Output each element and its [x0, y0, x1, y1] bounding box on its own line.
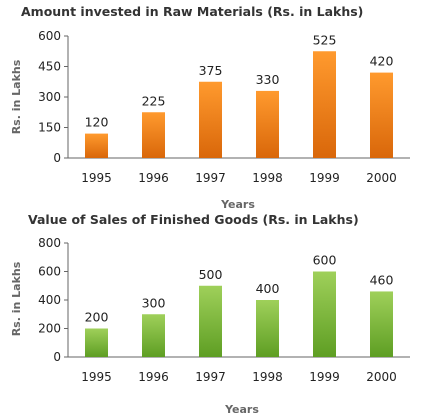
chart-2-y-tick-label: 200	[38, 322, 61, 336]
chart-1-bar-1995	[85, 133, 108, 158]
chart-1-y-axis-title: Rs. in Lakhs	[10, 59, 23, 134]
chart-2-x-tick-label-1998: 1998	[252, 370, 283, 384]
chart-1-y-tick-label: 450	[38, 60, 61, 74]
chart-2-x-tick-label-1997: 1997	[195, 370, 226, 384]
chart-1-y-tick-label: 0	[53, 151, 61, 165]
chart-1-data-label-1997: 375	[199, 63, 223, 78]
chart-2-bar-1995	[85, 328, 108, 357]
chart-2-x-tick-label-1996: 1996	[138, 370, 169, 384]
chart-2-bar-1999	[313, 271, 336, 357]
chart-2-x-tick-label-2000: 2000	[366, 370, 397, 384]
chart-2-x-tick-label-1999: 1999	[309, 370, 340, 384]
chart-2-y-tick-label: 0	[53, 350, 61, 364]
chart-1-data-label-2000: 420	[370, 54, 394, 69]
chart-1-data-label-1999: 525	[313, 32, 337, 47]
chart-1-y-tick-label: 300	[38, 90, 61, 104]
chart-2-plot: 0 200 400 600 800 200 1995 300 1996 500 1997 400 199…	[38, 236, 410, 384]
finished-goods-sales-chart: Value of Sales of Finished Goods (Rs. in…	[10, 212, 410, 416]
chart-2-y-tick-label: 400	[38, 293, 61, 307]
chart-2-data-label-1997: 500	[199, 267, 223, 282]
chart-1-x-tick-label-1998: 1998	[252, 171, 283, 185]
chart-1-bar-2000	[370, 72, 393, 158]
chart-1-title: Amount invested in Raw Materials (Rs. in…	[21, 4, 363, 19]
chart-1-data-label-1996: 225	[142, 93, 166, 108]
chart-2-data-label-1999: 600	[313, 253, 337, 268]
chart-2-data-label-1998: 400	[256, 281, 280, 296]
raw-materials-chart: Amount invested in Raw Materials (Rs. in…	[10, 4, 410, 211]
chart-1-y-tick-label: 150	[38, 121, 61, 135]
chart-1-y-tick-label: 600	[38, 29, 61, 43]
chart-2-x-axis-title: Years	[224, 403, 259, 416]
chart-2-bar-2000	[370, 291, 393, 357]
chart-1-bar-1997	[199, 81, 222, 158]
chart-2-y-tick-label: 600	[38, 265, 61, 279]
chart-2-data-label-1996: 300	[142, 295, 166, 310]
chart-1-x-tick-label-1996: 1996	[138, 171, 169, 185]
chart-2-data-label-1995: 200	[85, 310, 109, 325]
chart-1-plot: 0 150 300 450 600 120 1995 225 1996 375 1997 330 199…	[38, 29, 410, 185]
chart-2-y-tick-label: 800	[38, 236, 61, 250]
chart-2-x-tick-label-1995: 1995	[81, 370, 112, 384]
chart-2-bar-1997	[199, 285, 222, 357]
chart-1-x-tick-label-2000: 2000	[366, 171, 397, 185]
chart-1-data-label-1995: 120	[85, 115, 109, 130]
chart-2-title: Value of Sales of Finished Goods (Rs. in…	[28, 212, 359, 227]
chart-2-y-axis-title: Rs. in Lakhs	[10, 261, 23, 336]
chart-2-bar-1996	[142, 314, 165, 357]
chart-1-x-tick-label-1997: 1997	[195, 171, 226, 185]
chart-1-x-tick-label-1999: 1999	[309, 171, 340, 185]
chart-1-x-tick-label-1995: 1995	[81, 171, 112, 185]
chart-1-bar-1999	[313, 51, 336, 158]
chart-1-bar-1998	[256, 90, 279, 158]
chart-2-bar-1998	[256, 300, 279, 357]
chart-1-data-label-1998: 330	[256, 72, 280, 87]
chart-1-bar-1996	[142, 112, 165, 158]
chart-2-data-label-2000: 460	[370, 272, 394, 287]
chart-1-x-axis-title: Years	[220, 198, 255, 211]
